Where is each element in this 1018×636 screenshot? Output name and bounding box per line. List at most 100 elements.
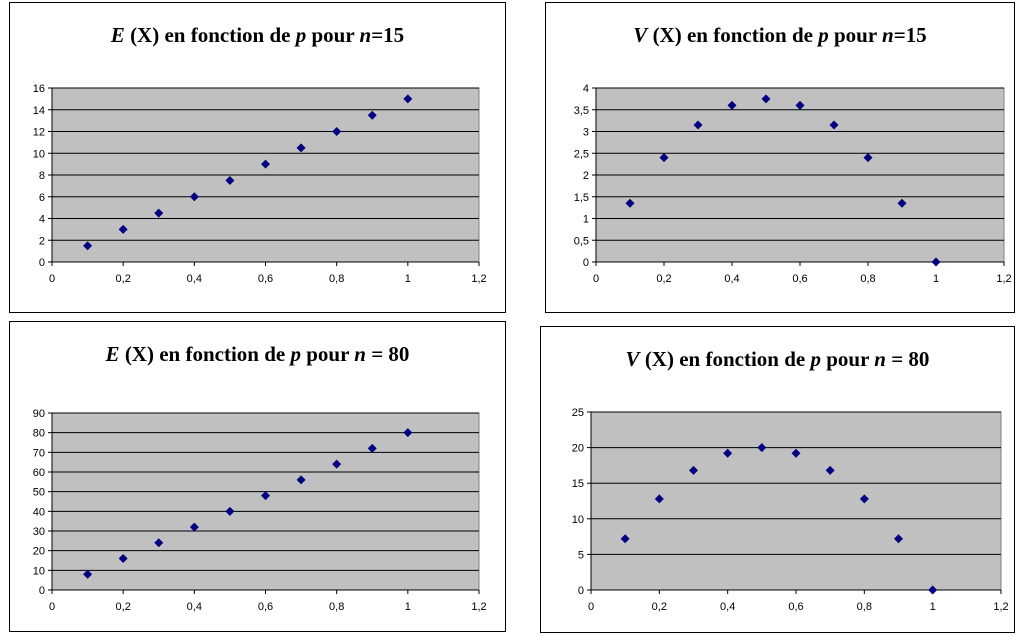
y-tick-label: 40 bbox=[33, 506, 45, 518]
chart-title: V (X) en fonction de p pour n=15 bbox=[546, 23, 1014, 48]
title-eq: =15 bbox=[371, 23, 405, 47]
title-symbol: E bbox=[105, 342, 120, 366]
data-point bbox=[118, 224, 128, 234]
data-point bbox=[727, 100, 737, 110]
y-tick-label: 50 bbox=[33, 487, 45, 499]
x-tick-label: 0,4 bbox=[187, 273, 202, 285]
title-p: p bbox=[295, 23, 307, 47]
data-point bbox=[154, 208, 164, 218]
data-point bbox=[863, 153, 873, 163]
title-text: en fonction de bbox=[159, 342, 286, 366]
x-tick-label: 0,4 bbox=[724, 273, 739, 285]
data-point bbox=[659, 153, 669, 163]
x-tick-label: 0,6 bbox=[258, 601, 273, 613]
data-point bbox=[829, 120, 839, 130]
data-point bbox=[83, 241, 93, 251]
data-point bbox=[261, 491, 270, 501]
x-tick-label: 0,6 bbox=[792, 273, 807, 285]
x-tick-label: 1,2 bbox=[471, 273, 486, 285]
title-symbol: E bbox=[110, 23, 125, 47]
data-point bbox=[894, 534, 903, 544]
y-tick-label: 30 bbox=[33, 526, 45, 538]
y-tick-label: 15 bbox=[572, 478, 584, 490]
chart-plot: 0 10 20 30 40 50 60 70 80 90 0 0,2 0,4 0,6 0,8 1 1,2 bbox=[33, 408, 487, 613]
y-tick-label: 0,5 bbox=[574, 235, 589, 247]
x-tick-label: 0,8 bbox=[329, 273, 344, 285]
title-pour: pour bbox=[311, 23, 355, 47]
x-tick-label: 1 bbox=[930, 601, 936, 613]
title-p: p bbox=[290, 342, 301, 366]
y-tick-label: 25 bbox=[572, 407, 584, 419]
x-tick-label: 0,6 bbox=[258, 273, 273, 285]
title-symbol: V bbox=[633, 23, 648, 47]
data-point bbox=[403, 428, 413, 438]
data-point bbox=[367, 110, 377, 120]
x-tick-label: 0 bbox=[593, 273, 599, 285]
title-eq: = 80 bbox=[371, 342, 410, 366]
title-p: p bbox=[810, 347, 821, 371]
data-point bbox=[693, 120, 703, 130]
data-point bbox=[296, 143, 306, 153]
x-tick-label: 0,2 bbox=[116, 601, 131, 613]
title-eq: =15 bbox=[893, 23, 927, 47]
y-tick-label: 10 bbox=[572, 514, 584, 526]
y-tick-label: 90 bbox=[33, 408, 45, 420]
y-tick-label: 4 bbox=[583, 83, 589, 95]
data-point bbox=[723, 448, 733, 458]
y-tick-label: 2,5 bbox=[574, 148, 589, 160]
y-tick-label: 3,5 bbox=[574, 105, 589, 117]
y-tick-label: 80 bbox=[33, 428, 45, 440]
chart-expectation-n15: E (X) en fonction de p pour n=15 0 2 4 6 8 10… bbox=[9, 2, 506, 313]
x-tick-label: 0,2 bbox=[116, 273, 131, 285]
title-pour: pour bbox=[306, 342, 350, 366]
x-tick-label: 0,2 bbox=[652, 601, 667, 613]
data-point bbox=[620, 534, 630, 544]
data-point bbox=[757, 443, 767, 453]
chart-title: E (X) en fonction de p pour n = 80 bbox=[10, 342, 505, 367]
y-tick-label: 1,5 bbox=[574, 192, 589, 204]
x-tick-label: 0,8 bbox=[857, 601, 872, 613]
title-n: n bbox=[882, 23, 894, 47]
title-var: (X) bbox=[652, 23, 682, 47]
title-pour: pour bbox=[826, 347, 870, 371]
title-symbol: V bbox=[625, 347, 640, 371]
x-tick-label: 1,2 bbox=[996, 273, 1011, 285]
title-n: n bbox=[354, 342, 366, 366]
data-point bbox=[897, 198, 907, 208]
data-point bbox=[403, 94, 413, 104]
y-tick-label: 60 bbox=[33, 467, 45, 479]
y-tick-label: 0 bbox=[39, 257, 45, 269]
data-point bbox=[296, 475, 306, 485]
title-n: n bbox=[359, 23, 372, 47]
x-tick-label: 0,4 bbox=[187, 601, 202, 613]
data-point bbox=[859, 494, 869, 504]
x-tick-label: 1 bbox=[405, 601, 411, 613]
x-tick-label: 0 bbox=[49, 601, 55, 613]
y-tick-label: 70 bbox=[33, 447, 45, 459]
y-tick-label: 14 bbox=[33, 105, 45, 117]
title-var: (X) bbox=[644, 347, 674, 371]
chart-title: E (X) en fonction de p pour n=15 bbox=[10, 23, 505, 48]
title-text: en fonction de bbox=[164, 23, 291, 47]
chart-variance-n80: V (X) en fonction de p pour n = 80 0 5 10 1… bbox=[540, 326, 1015, 633]
chart-plot: 0 5 10 15 20 25 0 0,2 0,4 0,6 0,8 1 1,2 bbox=[572, 407, 1009, 613]
data-point bbox=[332, 127, 342, 136]
x-tick-label: 0 bbox=[49, 273, 55, 285]
x-tick-label: 1 bbox=[933, 273, 939, 285]
title-text: en fonction de bbox=[686, 23, 813, 47]
data-point bbox=[367, 443, 377, 453]
y-tick-label: 4 bbox=[39, 214, 45, 226]
y-tick-label: 2 bbox=[39, 235, 45, 247]
data-point bbox=[761, 94, 771, 104]
y-tick-label: 10 bbox=[33, 565, 45, 577]
data-point bbox=[225, 506, 235, 516]
x-tick-label: 0,8 bbox=[329, 601, 344, 613]
data-point bbox=[261, 159, 270, 169]
y-tick-label: 5 bbox=[578, 549, 584, 561]
chart-plot: 0 0,5 1 1,5 2 2,5 3 3,5 4 0 0,2 0,4 0,6 0,8 1 1,2 bbox=[574, 83, 1012, 285]
y-tick-label: 0 bbox=[39, 585, 45, 597]
y-tick-label: 0 bbox=[578, 585, 584, 597]
chart-title: V (X) en fonction de p pour n = 80 bbox=[541, 347, 1014, 372]
data-point bbox=[154, 538, 164, 548]
y-tick-label: 12 bbox=[33, 127, 45, 139]
